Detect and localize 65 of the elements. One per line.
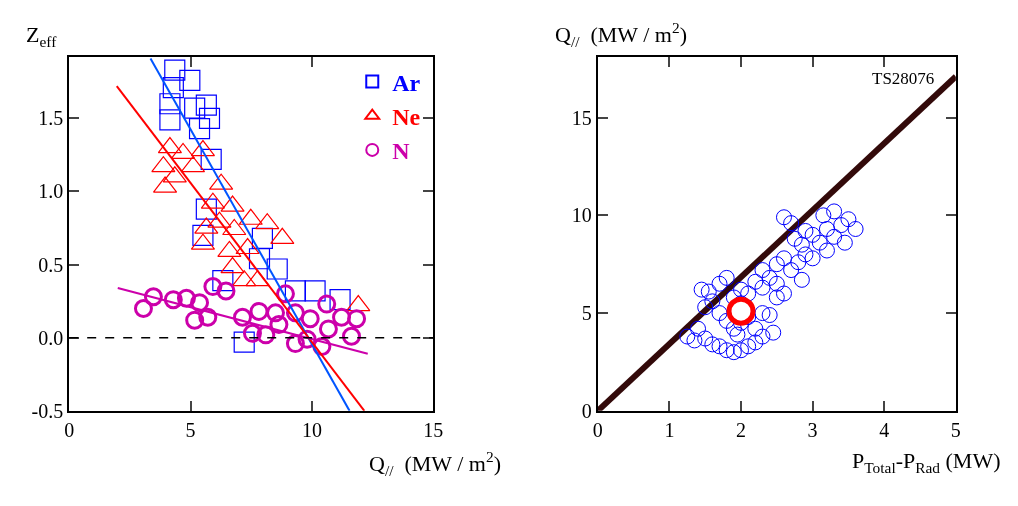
legend-label: Ne <box>392 104 421 131</box>
point <box>192 224 214 246</box>
point <box>200 148 222 170</box>
point <box>179 69 201 91</box>
point <box>176 288 196 308</box>
point <box>242 323 262 343</box>
point <box>332 307 352 327</box>
y-tick-label: 0 <box>581 399 592 422</box>
point <box>341 326 361 346</box>
y-axis-title: Q$_{//}$ (MW / m$^{2}$) <box>555 19 687 50</box>
y-tick-label: 0.0 <box>38 326 64 349</box>
point <box>133 298 153 318</box>
y-tick-label: 5 <box>581 302 592 325</box>
x-tick-label: 5 <box>950 418 961 441</box>
point <box>159 109 181 131</box>
point <box>317 294 337 314</box>
point <box>195 94 217 116</box>
point <box>248 248 271 270</box>
point <box>284 280 307 302</box>
point <box>233 307 252 327</box>
y-axis-title: Z$_{eff}$ <box>26 22 58 50</box>
point <box>212 270 234 292</box>
point <box>162 77 184 99</box>
point <box>249 301 269 321</box>
point <box>159 93 181 115</box>
y-tick-label: 10 <box>571 204 592 227</box>
point <box>203 277 223 297</box>
x-tick-label: 2 <box>736 418 746 441</box>
y-tick-label: 0.5 <box>38 253 64 276</box>
point <box>143 287 163 307</box>
point <box>216 281 236 301</box>
x-axis-title: P$_{Total}$-P$_{Rad}$ (MW) <box>852 448 1001 476</box>
point <box>198 107 221 129</box>
point <box>266 258 288 280</box>
point <box>233 331 255 353</box>
point <box>164 59 186 81</box>
point <box>190 293 210 313</box>
y-tick-label: 15 <box>571 106 592 129</box>
y-tick-label: 1.0 <box>38 180 64 203</box>
x-tick-label: 3 <box>807 418 818 441</box>
point <box>256 325 276 345</box>
point <box>188 117 211 140</box>
point <box>347 309 367 329</box>
y-tick-label: 1.5 <box>38 107 64 130</box>
point <box>304 280 326 302</box>
x-tick-label: 4 <box>879 418 890 441</box>
x-tick-label: 5 <box>185 418 196 441</box>
point <box>184 97 206 119</box>
x-tick-label: 10 <box>301 418 322 441</box>
annotation: TS28076 <box>872 69 935 88</box>
y-tick-label: -0.5 <box>31 399 64 422</box>
x-tick-label: 15 <box>423 418 444 441</box>
point <box>300 309 320 329</box>
point <box>318 319 338 339</box>
x-tick-label: 1 <box>664 418 675 441</box>
x-axis-title: Q$_{//}$ (MW / m$^{2}$) <box>369 448 501 479</box>
point <box>266 303 286 323</box>
point <box>285 334 305 354</box>
point <box>185 310 205 330</box>
legend-label: N <box>392 138 411 165</box>
point <box>269 315 289 335</box>
legend-label: Ar <box>392 69 421 96</box>
point <box>195 198 217 220</box>
point <box>198 307 218 327</box>
point <box>163 290 183 310</box>
